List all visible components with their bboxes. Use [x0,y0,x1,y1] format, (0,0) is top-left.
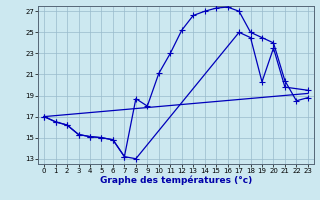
X-axis label: Graphe des températures (°c): Graphe des températures (°c) [100,176,252,185]
